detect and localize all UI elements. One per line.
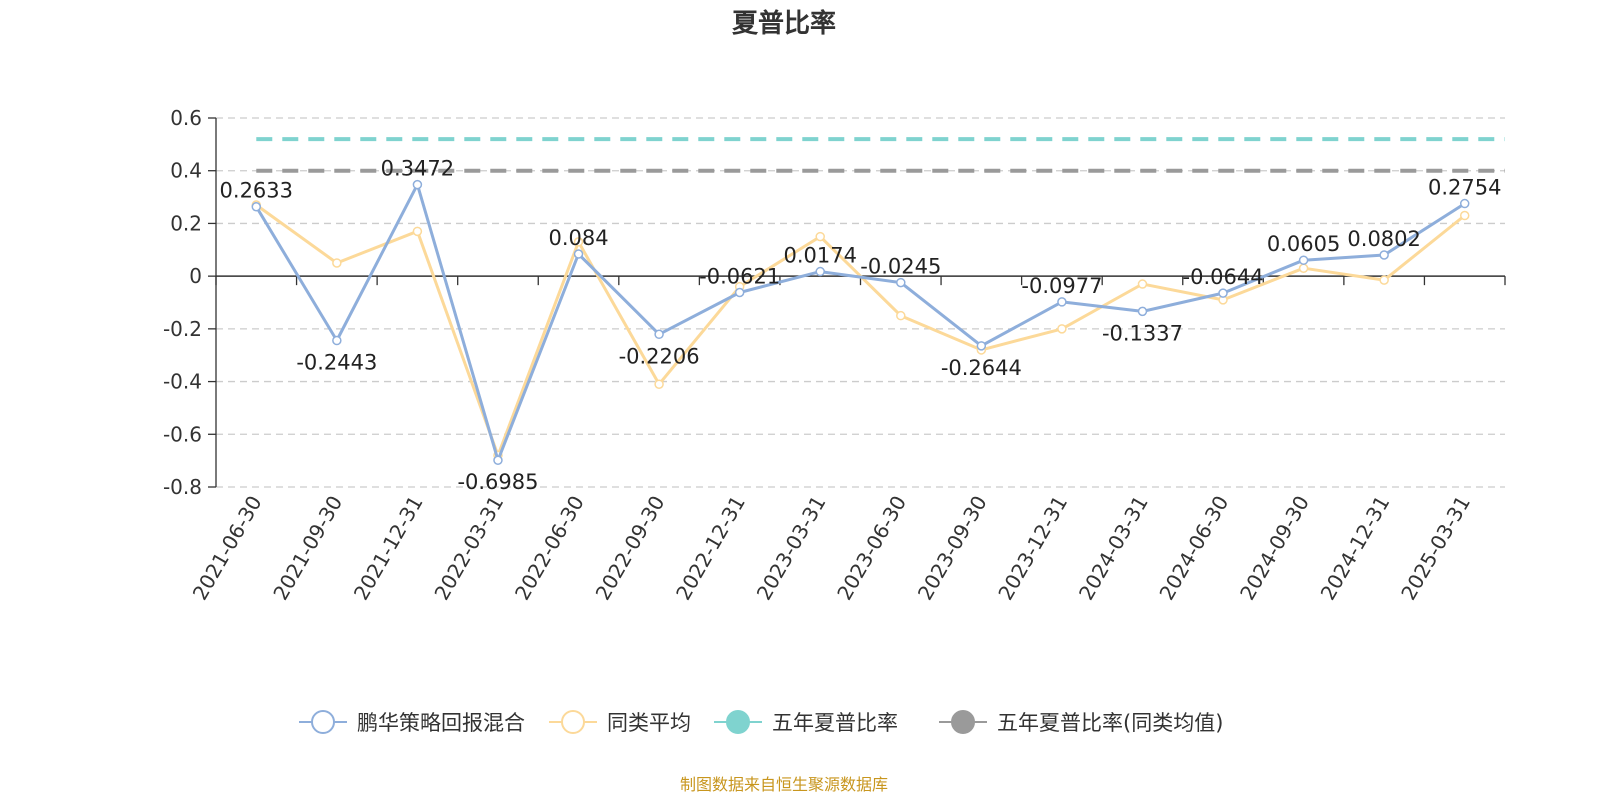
data-point bbox=[332, 258, 342, 268]
data-point bbox=[493, 455, 503, 465]
data-label: -0.0977 bbox=[1021, 274, 1102, 298]
x-tick-label: 2023-12-31 bbox=[993, 492, 1072, 605]
chart-title: 夏普比率 bbox=[732, 8, 836, 39]
series-line bbox=[255, 183, 1466, 462]
x-tick-label: 2024-06-30 bbox=[1154, 492, 1233, 605]
legend-label: 五年夏普比率(同类均值) bbox=[997, 711, 1223, 735]
data-label: 0.2633 bbox=[220, 179, 293, 203]
data-point bbox=[654, 379, 664, 389]
x-tick-label: 2022-03-31 bbox=[429, 492, 508, 605]
data-point bbox=[1379, 275, 1389, 285]
data-label: 0.0605 bbox=[1267, 232, 1340, 256]
y-tick-label: -0.8 bbox=[163, 475, 202, 499]
data-point bbox=[1459, 198, 1470, 209]
data-point bbox=[1057, 297, 1067, 307]
series-lines bbox=[251, 179, 1470, 465]
y-tick-label: 0.6 bbox=[170, 106, 202, 130]
data-point bbox=[1459, 210, 1470, 221]
legend-marker-icon bbox=[726, 710, 750, 734]
y-tick-label: -0.2 bbox=[163, 317, 202, 341]
grid-lines bbox=[216, 117, 1505, 488]
data-point bbox=[734, 287, 745, 298]
legend[interactable]: 鹏华策略回报混合 同类平均 五年夏普比率 五年夏普比率(同类均值) bbox=[299, 710, 1223, 735]
data-label: 0.0802 bbox=[1347, 227, 1420, 251]
x-tick-label: 2023-06-30 bbox=[832, 492, 911, 605]
legend-label: 同类平均 bbox=[607, 711, 691, 735]
x-tick-label: 2021-12-31 bbox=[349, 492, 428, 605]
data-label: -0.1337 bbox=[1102, 321, 1183, 345]
data-point bbox=[1298, 255, 1309, 265]
y-tick-label: -0.6 bbox=[163, 422, 202, 446]
data-point bbox=[412, 226, 423, 237]
x-tick-label: 2021-06-30 bbox=[188, 492, 267, 605]
x-tick-label: 2023-09-30 bbox=[913, 492, 992, 605]
data-point bbox=[976, 341, 987, 351]
x-tick-label: 2024-12-31 bbox=[1316, 492, 1395, 605]
x-tick-label: 2024-09-30 bbox=[1235, 492, 1314, 605]
data-point bbox=[332, 335, 342, 346]
legend-item[interactable]: 鹏华策略回报混合 bbox=[299, 710, 525, 735]
data-point bbox=[1057, 324, 1067, 334]
legend-item[interactable]: 五年夏普比率 bbox=[714, 710, 898, 735]
y-axis: 0.6 0.4 0.2 0 -0.2 -0.4 -0.6 -0.8 bbox=[163, 106, 217, 499]
data-label: -0.0644 bbox=[1183, 265, 1264, 289]
x-tick-label: 2023-03-31 bbox=[752, 492, 831, 605]
legend-item[interactable]: 五年夏普比率(同类均值) bbox=[939, 710, 1223, 735]
data-point bbox=[1137, 279, 1148, 289]
data-label: 0.0174 bbox=[783, 244, 856, 268]
data-point bbox=[1137, 306, 1148, 317]
reference-lines bbox=[256, 137, 1505, 173]
data-label: -0.2443 bbox=[296, 351, 377, 375]
x-tick-label: 2022-12-31 bbox=[671, 492, 750, 605]
data-point bbox=[896, 277, 906, 288]
data-label: 0.2754 bbox=[1428, 176, 1501, 200]
x-tick-label: 2022-06-30 bbox=[510, 492, 589, 605]
data-point bbox=[815, 231, 825, 242]
data-point bbox=[1218, 288, 1228, 298]
legend-marker-icon bbox=[311, 710, 335, 734]
x-tick-label: 2021-09-30 bbox=[268, 492, 347, 605]
x-tick-label: 2022-09-30 bbox=[591, 492, 670, 605]
data-point bbox=[1298, 263, 1309, 273]
source-note: 制图数据来自恒生聚源数据库 bbox=[680, 775, 888, 794]
data-point bbox=[815, 266, 825, 277]
y-tick-label: 0 bbox=[189, 264, 202, 288]
y-tick-label: 0.2 bbox=[170, 211, 202, 235]
data-label: -0.0245 bbox=[860, 255, 941, 279]
data-point bbox=[573, 249, 584, 259]
y-tick-label: 0.4 bbox=[170, 159, 202, 183]
x-axis: 2021-06-30 2021-09-30 2021-12-31 2022-03-31… bbox=[188, 275, 1506, 605]
y-tick-label: -0.4 bbox=[163, 370, 202, 394]
legend-item[interactable]: 同类平均 bbox=[549, 710, 691, 735]
legend-label: 五年夏普比率 bbox=[772, 711, 898, 735]
data-label: -0.6985 bbox=[457, 470, 538, 494]
data-point bbox=[412, 179, 423, 190]
data-label: -0.0621 bbox=[699, 265, 780, 289]
data-label: 0.084 bbox=[548, 226, 608, 250]
data-point bbox=[654, 329, 664, 340]
data-point bbox=[896, 310, 906, 321]
legend-marker-icon bbox=[951, 710, 975, 734]
data-label: 0.3472 bbox=[381, 157, 454, 181]
data-label: -0.2206 bbox=[619, 344, 700, 368]
legend-marker-icon bbox=[561, 710, 585, 734]
legend-label: 鹏华策略回报混合 bbox=[357, 711, 525, 735]
data-point bbox=[573, 237, 584, 247]
data-point bbox=[251, 201, 262, 212]
x-tick-label: 2024-03-31 bbox=[1074, 492, 1153, 605]
data-labels: 0.2633 -0.2443 0.3472 -0.6985 0.084 -0.2206 -0… bbox=[220, 157, 1502, 495]
x-tick-label: 2025-03-31 bbox=[1396, 492, 1475, 605]
data-point bbox=[1379, 250, 1389, 260]
data-label: -0.2644 bbox=[941, 356, 1022, 380]
